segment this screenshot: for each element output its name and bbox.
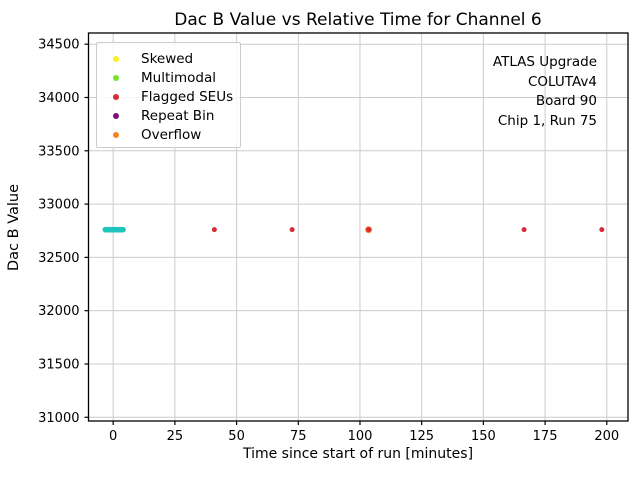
data-point xyxy=(211,227,217,233)
y-tick-label: 32500 xyxy=(38,251,79,266)
data-point xyxy=(366,227,372,233)
legend-marker-icon xyxy=(113,74,119,81)
axes-spines xyxy=(87,32,629,422)
legend-marker-icon xyxy=(113,113,119,120)
y-axis-label: Dac B Value xyxy=(6,183,22,271)
legend-label: Flagged SEUs xyxy=(141,88,234,105)
legend-label: Skewed xyxy=(141,50,194,67)
x-tick-label: 125 xyxy=(409,429,434,444)
legend-label: Overflow xyxy=(141,127,202,144)
data-point xyxy=(599,227,605,233)
run-info-annotation: ATLAS Upgrade COLUTAv4 Board 90 Chip 1, Run… xyxy=(493,53,597,131)
y-tick-label: 31000 xyxy=(38,411,79,426)
legend-item-skewed: Skewed xyxy=(97,49,240,68)
x-tick-label: 25 xyxy=(167,429,184,444)
x-tick-label: 200 xyxy=(594,429,619,444)
y-tick-label: 31500 xyxy=(38,357,79,372)
legend-label: Repeat Bin xyxy=(141,108,215,125)
legend-item-repeat-bin: Repeat Bin xyxy=(97,107,240,126)
legend-marker-icon xyxy=(113,55,119,62)
series-flagged_seus-points xyxy=(211,227,605,233)
x-tick-label: 100 xyxy=(348,429,373,444)
x-tick-labels: 0 25 50 75 100 125 150 175 200 xyxy=(109,421,619,444)
data-point xyxy=(120,226,126,233)
legend-item-flagged-seus: Flagged SEUs xyxy=(97,87,240,106)
y-tick-label: 34000 xyxy=(38,91,79,106)
y-tick-label: 33000 xyxy=(38,198,79,213)
data-point xyxy=(521,227,527,233)
x-tick-label: 0 xyxy=(109,429,117,444)
legend: Skewed Multimodal Flagged SEUs Repeat Bin Ov… xyxy=(96,42,241,148)
x-tick-label: 175 xyxy=(533,429,558,444)
legend-label: Multimodal xyxy=(141,69,217,86)
y-tick-label: 32000 xyxy=(38,304,79,319)
x-tick-label: 50 xyxy=(228,429,245,444)
x-tick-label: 150 xyxy=(471,429,496,444)
annotation-line: COLUTAv4 xyxy=(527,73,597,90)
x-axis-label: Time since start of run [minutes] xyxy=(242,446,474,462)
data-point xyxy=(289,227,295,233)
x-tick-label: 75 xyxy=(290,429,307,444)
legend-item-multimodal: Multimodal xyxy=(97,68,240,87)
legend-marker-icon xyxy=(113,93,119,100)
series-normal-points xyxy=(102,226,126,233)
gridlines xyxy=(88,33,628,421)
y-tick-label: 33500 xyxy=(38,144,79,159)
annotation-line: Chip 1, Run 75 xyxy=(497,112,597,129)
annotation-line: ATLAS Upgrade xyxy=(492,54,597,70)
annotation-line: Board 90 xyxy=(535,93,597,109)
chart-title: Dac B Value vs Relative Time for Channel… xyxy=(174,10,542,30)
legend-marker-icon xyxy=(113,132,119,139)
y-tick-label: 34500 xyxy=(38,38,79,53)
y-tick-labels: 31000 31500 32000 32500 33000 33500 34000 34500 xyxy=(38,38,89,426)
legend-item-overflow: Overflow xyxy=(97,126,240,145)
